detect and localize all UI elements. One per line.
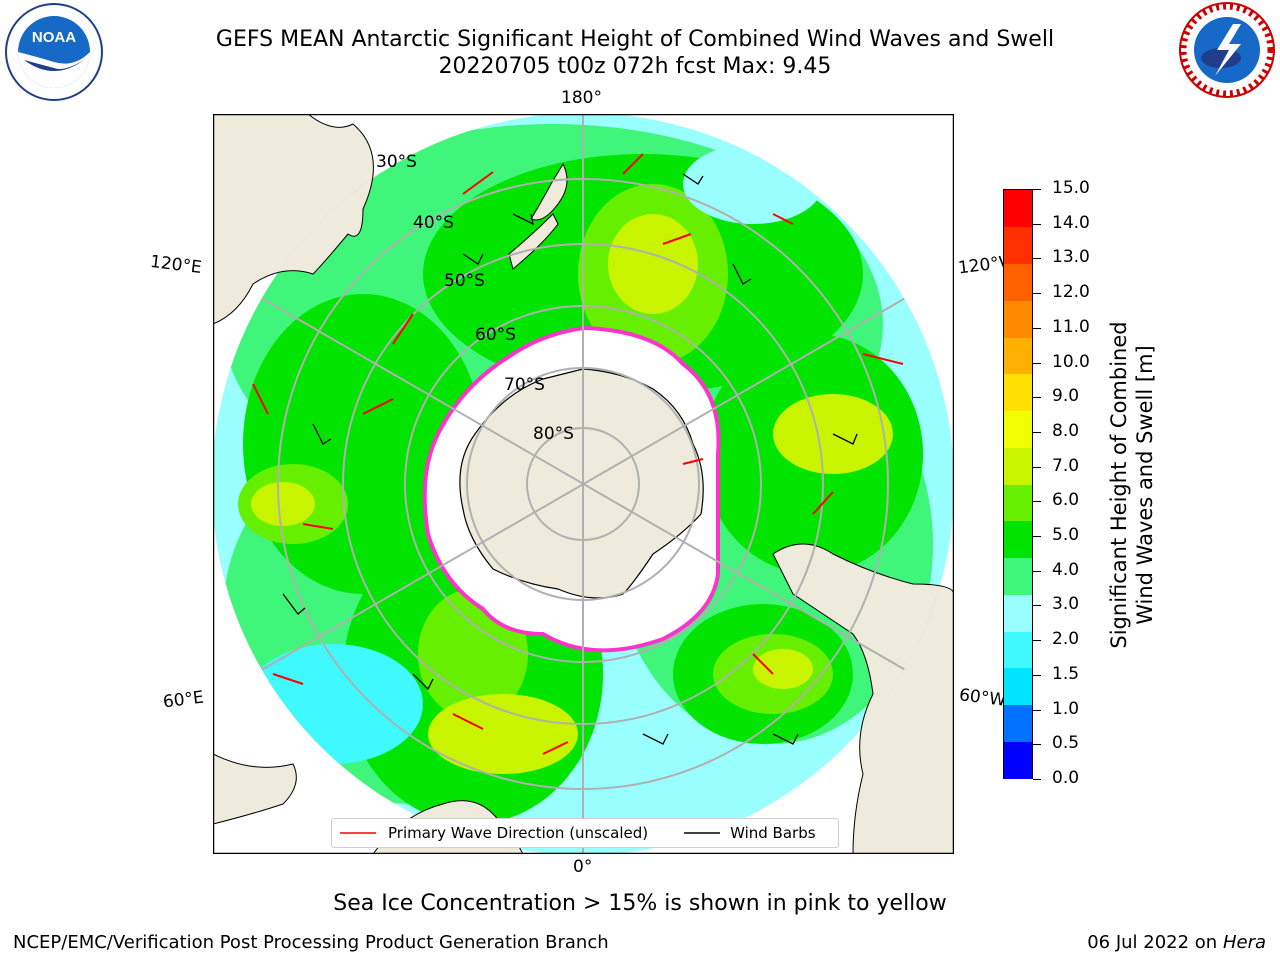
colorbar-tick-label: 8.0 — [1052, 420, 1080, 441]
colorbar-tick-label: 12.0 — [1052, 282, 1090, 303]
lat-label-30s: 30°S — [376, 152, 417, 172]
footer-branch: NCEP/EMC/Verification Post Processing Pr… — [13, 932, 609, 953]
colorbar-tick-label: 1.5 — [1052, 663, 1080, 684]
title-line-2: 20220705 t00z 072h fcst Max: 9.45 — [438, 54, 832, 79]
colorbar-tick-mark — [1033, 536, 1041, 538]
colorbar-tick-mark — [1033, 293, 1041, 295]
colorbar-segment — [1004, 410, 1032, 448]
australia-land — [213, 114, 374, 325]
wind-barbs — [282, 173, 858, 745]
colorbar-tick-label: 11.0 — [1052, 316, 1090, 337]
colorbar-tick-label: 7.0 — [1052, 455, 1080, 476]
colorbar-tick-label: 1.0 — [1052, 698, 1080, 719]
colorbar-label-line-2: Wind Waves and Swell [m] — [1133, 345, 1157, 625]
colorbar-tick-mark — [1033, 709, 1041, 711]
noaa-logo: NOAA — [5, 3, 103, 101]
colorbar-segment — [1004, 520, 1032, 558]
colorbar-tick-mark — [1033, 362, 1041, 364]
footer-host: Hera — [1222, 932, 1266, 953]
colorbar-segment — [1004, 226, 1032, 264]
colorbar-tick-mark — [1033, 189, 1041, 190]
colorbar-tick-label: 2.0 — [1052, 629, 1080, 650]
lat-label-70s: 70°S — [504, 375, 545, 395]
lat-label-40s: 40°S — [413, 213, 454, 233]
colorbar-tick-mark — [1033, 674, 1041, 676]
antarctic-wave-map — [213, 114, 954, 854]
colorbar-tick-mark — [1033, 779, 1041, 780]
chart-title: GEFS MEAN Antarctic Significant Height o… — [60, 26, 1210, 80]
colorbar-tick-mark — [1033, 223, 1041, 225]
nws-logo — [1179, 2, 1275, 98]
colorbar-segment — [1004, 631, 1032, 669]
lon-label-120e: 120°E — [148, 251, 203, 279]
colorbar-tick-label: 0.5 — [1052, 733, 1080, 754]
sea-ice-caption: Sea Ice Concentration > 15% is shown in … — [333, 891, 947, 916]
colorbar-tick-label: 4.0 — [1052, 559, 1080, 580]
lon-label-60w: 60°W — [957, 685, 1007, 711]
colorbar-label-line-1: Significant Height of Combined — [1107, 321, 1131, 649]
colorbar-segment — [1004, 484, 1032, 522]
barb-legend-line — [684, 832, 721, 834]
colorbar-segment — [1004, 557, 1032, 595]
lon-label-60e: 60°E — [161, 687, 205, 713]
map-legend: Primary Wave Direction (unscaled) Wind B… — [331, 818, 839, 848]
colorbar-segment — [1004, 667, 1032, 705]
colorbar-segment — [1004, 190, 1032, 228]
lat-label-60s: 60°S — [475, 325, 516, 345]
colorbar-tick-label: 10.0 — [1052, 351, 1090, 372]
colorbar-segment — [1004, 373, 1032, 411]
colorbar-tick-mark — [1033, 431, 1041, 433]
lat-label-80s: 80°S — [533, 424, 574, 444]
new-zealand-land — [508, 162, 568, 270]
footer-date-text: 06 Jul 2022 on — [1087, 932, 1223, 953]
lat-label-50s: 50°S — [444, 271, 485, 291]
colorbar-tick-mark — [1033, 605, 1041, 607]
lon-label-0: 0° — [573, 857, 593, 877]
colorbar-tick-mark — [1033, 501, 1041, 503]
colorbar-tick-label: 6.0 — [1052, 490, 1080, 511]
map-frame — [213, 114, 954, 854]
noaa-logo-text: NOAA — [32, 29, 76, 46]
barb-legend-label: Wind Barbs — [730, 824, 816, 842]
colorbar-tick-mark — [1033, 570, 1041, 572]
colorbar-tick-mark — [1033, 640, 1041, 642]
colorbar-segment — [1004, 594, 1032, 632]
wave-legend-label: Primary Wave Direction (unscaled) — [388, 824, 649, 842]
footer-date: 06 Jul 2022 on Hera — [1087, 932, 1266, 953]
colorbar-tick-label: 9.0 — [1052, 386, 1080, 407]
title-line-1: GEFS MEAN Antarctic Significant Height o… — [215, 27, 1055, 52]
colorbar-segment — [1004, 337, 1032, 375]
colorbar-tick-mark — [1033, 466, 1041, 468]
wave-direction-arrows — [252, 153, 904, 755]
colorbar-tick-label: 14.0 — [1052, 212, 1090, 233]
colorbar-segment — [1004, 704, 1032, 742]
colorbar-tick-label: 5.0 — [1052, 525, 1080, 546]
colorbar-segment — [1004, 447, 1032, 485]
south-america-land — [772, 394, 954, 854]
lon-label-180: 180° — [561, 88, 602, 108]
colorbar — [1003, 189, 1033, 779]
colorbar-tick-mark — [1033, 744, 1041, 746]
meridian-120e-60w — [213, 269, 954, 699]
colorbar-tick-mark — [1033, 258, 1041, 260]
colorbar-segment — [1004, 263, 1032, 301]
colorbar-tick-mark — [1033, 327, 1041, 329]
colorbar-tick-label: 3.0 — [1052, 594, 1080, 615]
colorbar-segment — [1004, 741, 1032, 779]
colorbar-segment — [1004, 300, 1032, 338]
colorbar-tick-label: 0.0 — [1052, 768, 1080, 788]
colorbar-tick-label: 15.0 — [1052, 178, 1090, 198]
wave-legend-line — [340, 832, 376, 834]
colorbar-tick-mark — [1033, 397, 1041, 399]
colorbar-tick-label: 13.0 — [1052, 247, 1090, 268]
